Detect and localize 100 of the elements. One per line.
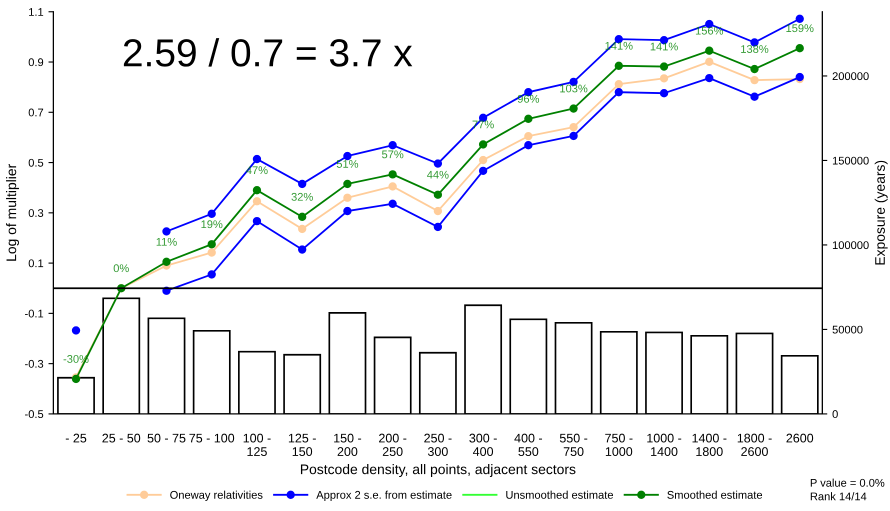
point (72, 326, 80, 335)
text: Rank 14/14 (810, 492, 866, 500)
y-tick-label: -0.5 (25, 410, 44, 418)
point (569, 132, 578, 140)
y-axis-title: Log of multiplier (6, 164, 19, 261)
point (750, 76, 759, 84)
point (796, 14, 804, 23)
y-tick-label: 0.1 (28, 259, 44, 268)
legend-label: Unsmoothed estimate (506, 490, 614, 499)
y2-tick-label: 150000 (832, 156, 869, 165)
point (705, 74, 714, 82)
x-tick-label: 100 - 125 (244, 434, 271, 456)
y2-tick-label: 100000 (832, 241, 869, 250)
y-tick-label: 0.7 (28, 108, 44, 116)
point (298, 180, 306, 188)
x-tick-label: 200 - 250 (379, 434, 406, 456)
point (388, 141, 397, 150)
x-tick-label: 1800 - 2600 (738, 434, 772, 456)
point (660, 74, 668, 83)
point (343, 180, 352, 188)
point (343, 206, 352, 216)
point (388, 182, 397, 191)
x-tick-label: 75 - 100 (189, 434, 234, 443)
annotation: 57% (382, 150, 404, 158)
point (208, 270, 216, 279)
point (252, 154, 262, 164)
annotation: 19% (201, 220, 222, 228)
point (524, 141, 533, 150)
y-tick-label: 0.3 (28, 209, 44, 217)
point (208, 240, 216, 248)
legend-label: Smoothed estimate (667, 490, 762, 499)
annotation: 11% (156, 238, 177, 246)
point (478, 140, 488, 149)
y2-tick-label: 50000 (832, 326, 863, 334)
point (524, 114, 533, 123)
y2-tick-label: 200000 (832, 72, 869, 80)
point (750, 64, 759, 74)
point (162, 258, 171, 266)
point (569, 104, 578, 113)
point (343, 194, 352, 202)
x-tick-label: 1000 - 1400 (647, 434, 682, 456)
y-tick-label: 0.5 (28, 158, 44, 167)
point (478, 156, 488, 164)
point (434, 159, 442, 168)
point (434, 222, 442, 232)
point (750, 92, 759, 101)
point (660, 62, 668, 71)
point (569, 122, 578, 132)
text: P value = 0.0% (810, 478, 884, 487)
point (298, 224, 306, 234)
x-tick-label: 300 - 400 (469, 434, 497, 456)
x-tick-label: 25 - 50 (102, 434, 140, 443)
point (614, 62, 623, 70)
y-tick-label: 0.9 (28, 58, 44, 66)
annotation: 44% (427, 170, 449, 179)
legend-label: Oneway relativities (170, 490, 263, 501)
x-tick-label: 1400 - 1800 (692, 434, 726, 456)
legend-label: Approx 2 s.e. from estimate (316, 490, 452, 501)
point (298, 245, 306, 254)
annotation: 96% (518, 94, 540, 103)
point (162, 227, 171, 236)
x-axis-title: Postcode density, all points, adjacent sectors (300, 464, 576, 477)
point (614, 88, 623, 96)
x-tick-label: 550 - 750 (560, 434, 588, 456)
point (434, 206, 442, 216)
point (298, 212, 306, 222)
annotation: 103% (560, 84, 588, 92)
x-tick-label: - 25 (66, 434, 86, 443)
point (343, 152, 352, 160)
annotation: 32% (291, 192, 313, 201)
annotation: 2.59 / 0.7 = 3.7 x (124, 38, 412, 67)
x-tick-label: 2600 (786, 434, 814, 443)
point (524, 132, 533, 140)
x-tick-label: 400 - 550 (514, 434, 542, 456)
point (252, 186, 262, 194)
annotation: 51% (336, 160, 358, 168)
annotation: 159% (786, 24, 814, 32)
point (705, 58, 714, 66)
x-tick-label: 150 - 200 (334, 434, 362, 456)
x-tick-label: 250 - 300 (424, 434, 452, 456)
annotation: 156% (696, 26, 724, 35)
point (208, 248, 216, 257)
y-tick-label: -0.3 (25, 360, 44, 368)
point (796, 44, 804, 52)
y2-tick-label: 0 (832, 410, 838, 418)
x-tick-label: 50 - 75 (148, 434, 186, 443)
y2-axis-title: Exposure (years) (874, 160, 888, 265)
point (252, 197, 262, 206)
annotation: 138% (741, 45, 768, 53)
y-tick-label: -0.1 (25, 310, 44, 318)
point (705, 46, 714, 55)
x-tick-label: 125 - 150 (288, 434, 316, 456)
point (478, 166, 488, 176)
annotation: 0% (114, 264, 129, 272)
point (660, 89, 668, 98)
y-tick-label: 1.1 (29, 8, 44, 16)
point (208, 210, 216, 218)
point (252, 216, 262, 226)
point (388, 170, 397, 179)
point (614, 80, 623, 88)
